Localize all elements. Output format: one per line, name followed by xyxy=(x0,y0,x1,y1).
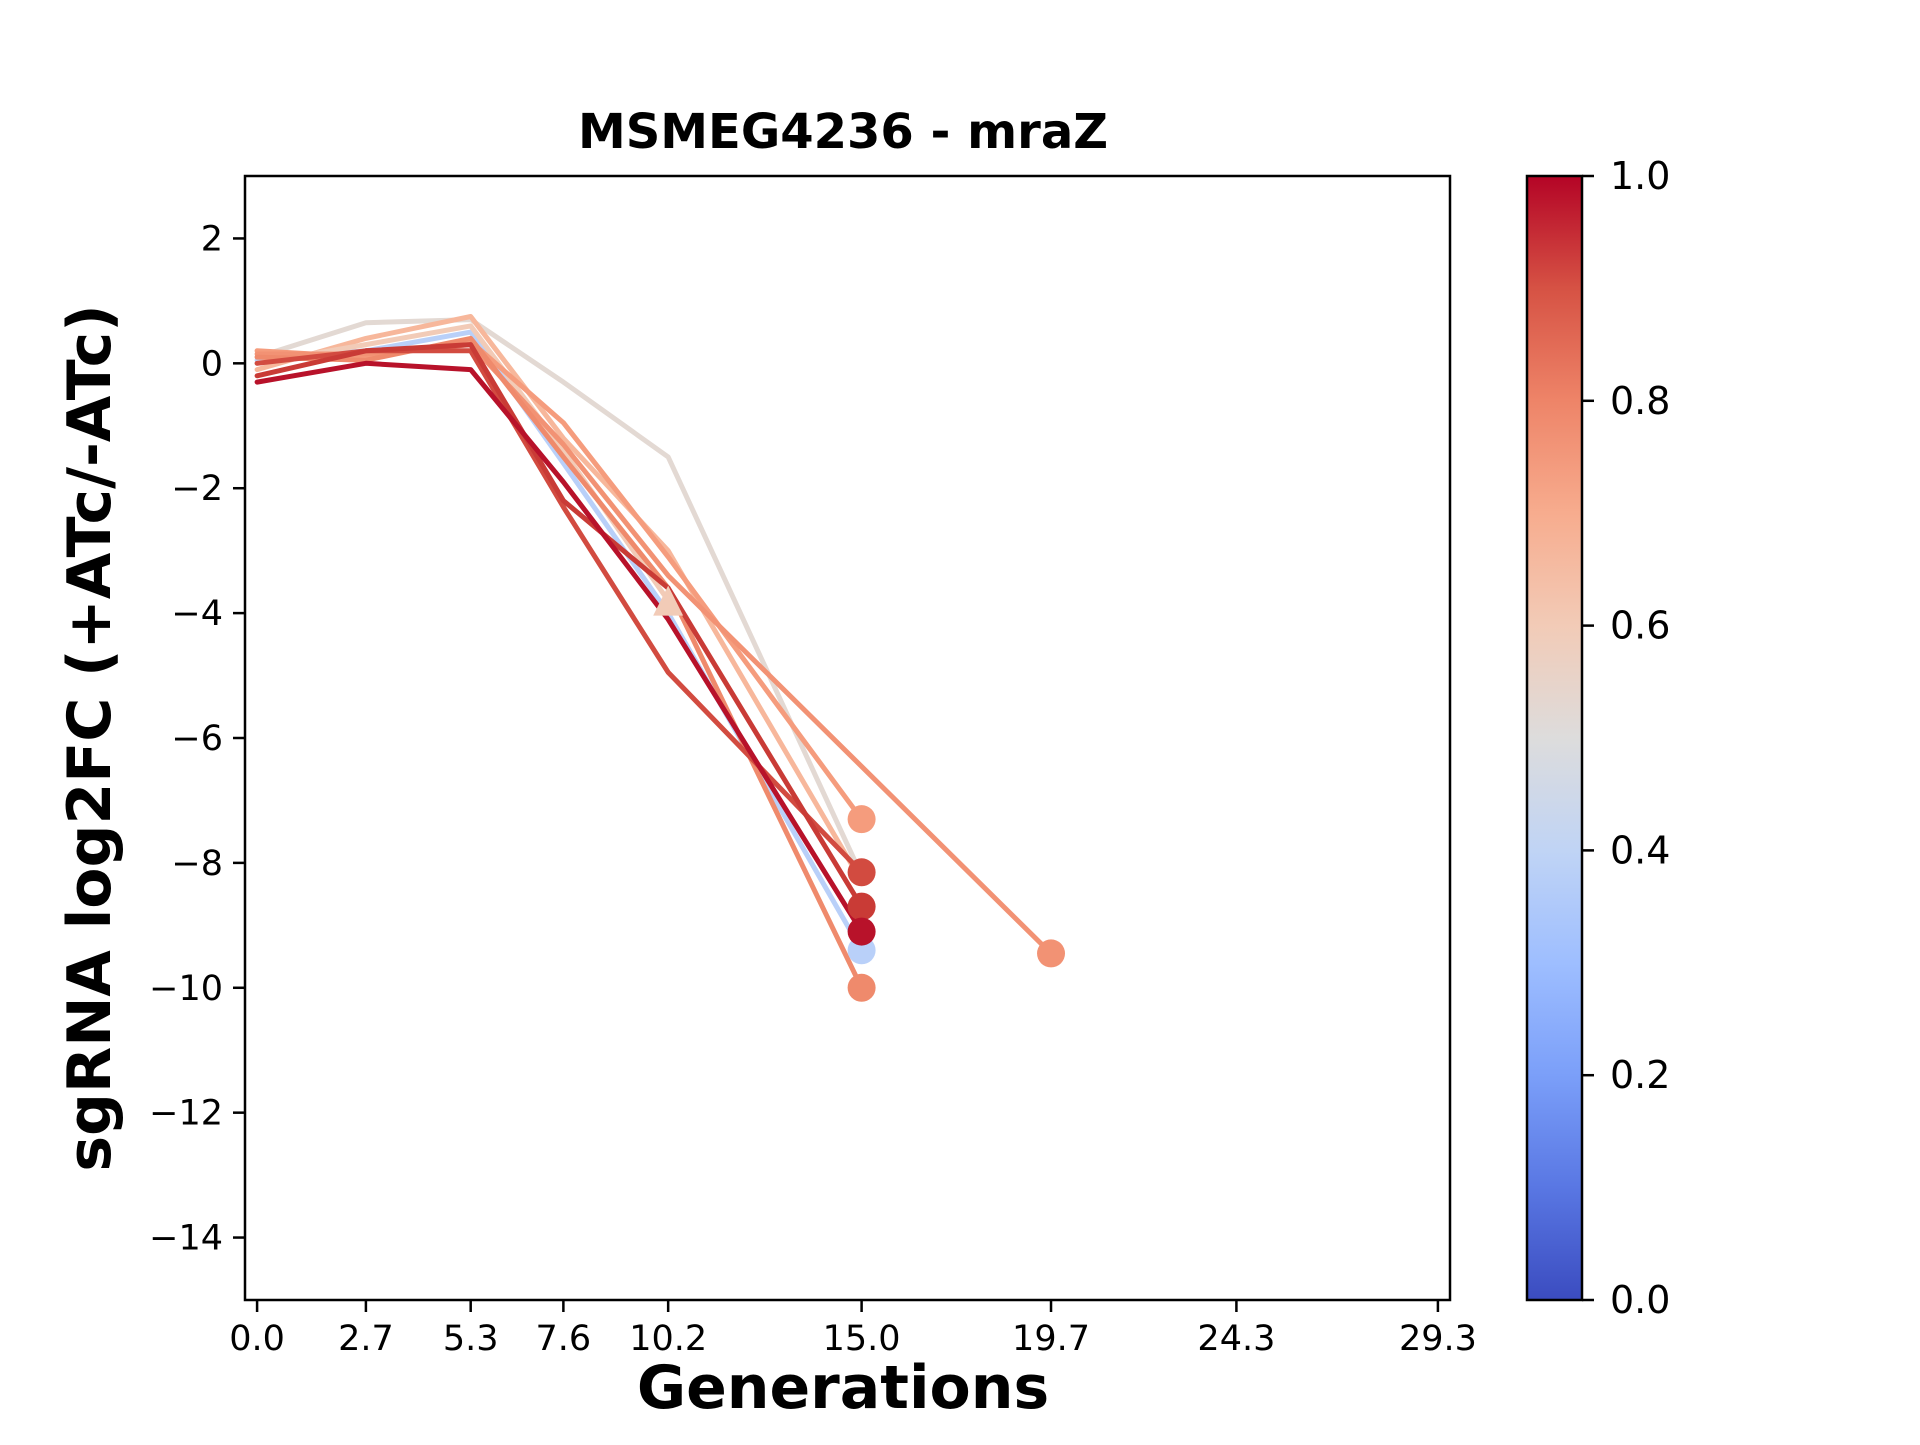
y-tick-label: −6 xyxy=(171,719,223,759)
y-tick-label: 2 xyxy=(201,219,223,259)
x-tick-label: 7.6 xyxy=(536,1319,592,1359)
y-tick-label: −14 xyxy=(149,1219,223,1259)
series-end-marker-7 xyxy=(847,973,876,1002)
series-end-marker-6 xyxy=(1037,939,1066,968)
colorbar-tick-label: 0.0 xyxy=(1610,1278,1670,1322)
series-line-7 xyxy=(254,335,865,991)
series-end-marker-5 xyxy=(847,805,876,834)
x-tick-label: 29.3 xyxy=(1399,1319,1477,1359)
y-tick-label: 0 xyxy=(201,344,223,384)
x-tick-label: 10.2 xyxy=(629,1319,707,1359)
y-axis-title: sgRNA log2FC (+ATc/-ATc) xyxy=(55,304,125,1171)
x-axis-title: Generations xyxy=(637,1353,1049,1423)
series-end-marker-10 xyxy=(847,917,876,946)
series-end-marker-9 xyxy=(847,892,876,921)
x-tick-label: 2.7 xyxy=(338,1319,394,1359)
y-tick-label: −2 xyxy=(171,469,223,509)
colorbar-tick-label: 0.4 xyxy=(1610,828,1670,872)
series-line-1 xyxy=(254,317,865,878)
x-tick-label: 5.3 xyxy=(443,1319,499,1359)
series-line-3 xyxy=(254,329,865,953)
series-line-5 xyxy=(254,339,865,822)
series-line-10 xyxy=(254,360,865,935)
series-end-marker-8 xyxy=(847,858,876,887)
x-tick-label: 19.7 xyxy=(1012,1319,1090,1359)
colorbar-tick-label: 0.6 xyxy=(1610,604,1670,648)
colorbar-gradient xyxy=(1525,174,1584,1302)
colorbar-tick-label: 1.0 xyxy=(1610,154,1670,198)
y-tick-label: −8 xyxy=(171,844,223,884)
x-tick-label: 0.0 xyxy=(229,1319,285,1359)
colorbar: 0.0 0.2 0.4 0.6 0.8 1.0 xyxy=(1525,154,1670,1322)
x-tick-label: 24.3 xyxy=(1197,1319,1275,1359)
x-tick-label: 15.0 xyxy=(823,1319,901,1359)
y-tick-label: −12 xyxy=(149,1094,223,1134)
y-tick-label: −4 xyxy=(171,594,223,634)
colorbar-tick-label: 0.8 xyxy=(1610,379,1670,423)
chart-title: MSMEG4236 - mraZ xyxy=(578,104,1108,160)
plot-frame xyxy=(243,174,1452,1302)
series-end-marker-4 xyxy=(653,585,684,616)
colorbar-tick-label: 0.2 xyxy=(1610,1053,1670,1097)
y-tick-label: −10 xyxy=(149,969,223,1009)
